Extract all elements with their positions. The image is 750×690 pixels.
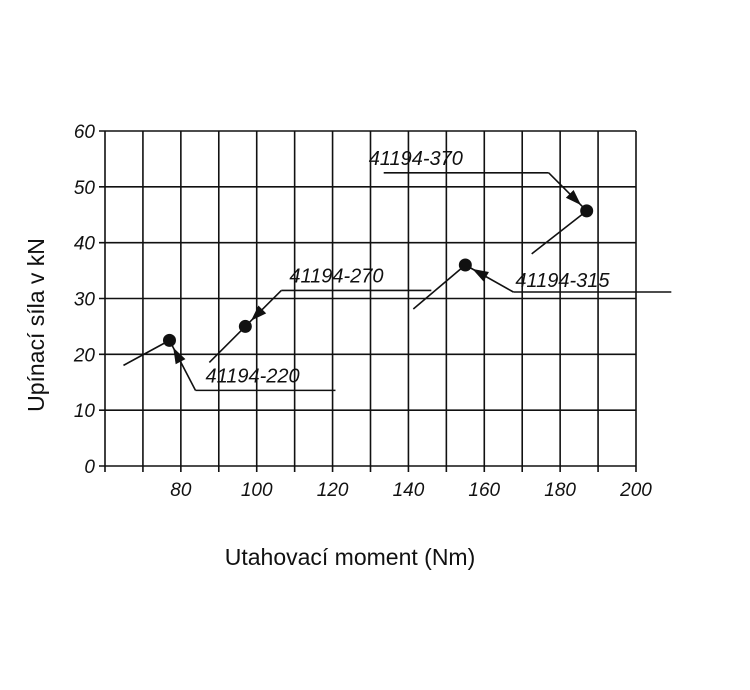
callout-leader bbox=[244, 289, 282, 327]
point-label: 41194-220 bbox=[205, 365, 299, 387]
y-tick-label: 30 bbox=[74, 290, 96, 311]
callout-stub bbox=[531, 210, 588, 255]
callout-arrowhead bbox=[250, 305, 267, 321]
tick-labels: 80 100 120 140 160 180 200 0 10 20 30 40 50 60 bbox=[73, 122, 652, 501]
data-point bbox=[238, 319, 252, 333]
y-tick-label: 20 bbox=[73, 345, 96, 366]
x-tick-label: 160 bbox=[468, 480, 500, 501]
point-label: 41194-315 bbox=[515, 270, 610, 292]
data-point bbox=[580, 204, 594, 218]
x-tick-label: 200 bbox=[619, 480, 652, 501]
y-axis-title: Upínací síla v kN bbox=[23, 238, 49, 412]
x-tick-label: 80 bbox=[170, 480, 192, 501]
point-label: 41194-270 bbox=[289, 265, 383, 287]
y-tick-label: 60 bbox=[74, 122, 96, 143]
callout-stub bbox=[412, 264, 466, 310]
y-tick-label: 50 bbox=[74, 178, 96, 199]
y-tick-label: 40 bbox=[74, 234, 96, 255]
data-point bbox=[458, 258, 472, 272]
callout-arrowhead bbox=[173, 347, 186, 365]
grid bbox=[99, 130, 637, 472]
x-tick-label: 140 bbox=[393, 480, 425, 501]
data-points bbox=[162, 204, 594, 347]
y-tick-label: 0 bbox=[84, 457, 95, 478]
x-tick-label: 180 bbox=[544, 480, 576, 501]
callout-arrowhead bbox=[565, 189, 582, 206]
callouts: 41194-220 41194-270 41194-315 41194-370 bbox=[123, 148, 672, 392]
callout-stub bbox=[123, 339, 170, 367]
x-tick-label: 120 bbox=[317, 480, 349, 501]
x-tick-label: 100 bbox=[241, 480, 273, 501]
x-axis-title: Utahovací moment (Nm) bbox=[225, 544, 476, 570]
callout-stub bbox=[208, 325, 246, 363]
data-point bbox=[162, 333, 176, 347]
y-tick-label: 10 bbox=[74, 401, 96, 422]
point-label: 41194-370 bbox=[369, 148, 463, 170]
callout-arrowhead bbox=[472, 268, 489, 282]
